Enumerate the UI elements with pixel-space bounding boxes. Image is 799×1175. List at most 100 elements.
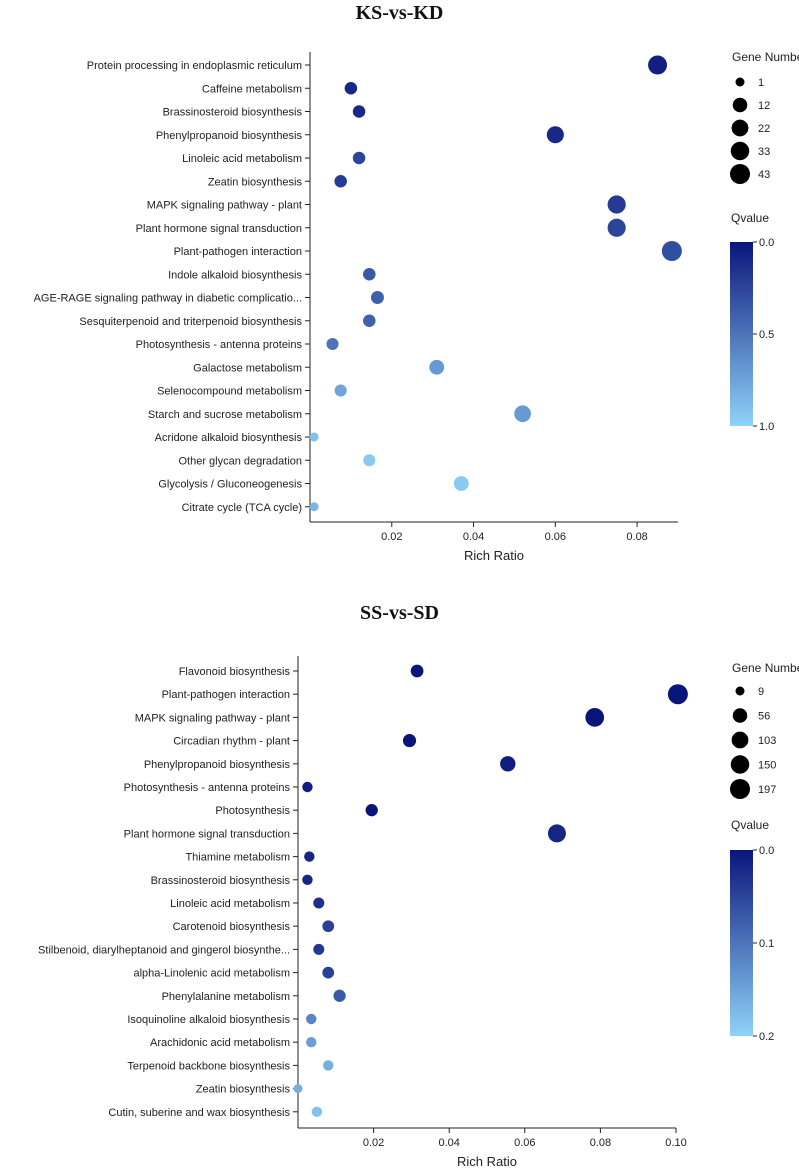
y-tick-label: Other glycan degradation (178, 455, 302, 467)
x-tick-label: 0.04 (438, 1137, 459, 1149)
data-point[interactable] (363, 267, 376, 281)
data-point[interactable] (306, 1036, 317, 1048)
y-tick-label: Selenocompound metabolism (157, 386, 302, 398)
data-point[interactable] (500, 756, 516, 772)
size-legend-title: Gene Number (732, 50, 799, 64)
data-point[interactable] (661, 241, 682, 261)
data-point[interactable] (309, 502, 319, 512)
ks-vs-kd-bubble-chart: Protein processing in endoplasmic reticu… (34, 50, 799, 563)
size-legend-circle (730, 164, 750, 184)
y-tick-label: Protein processing in endoplasmic reticu… (87, 60, 302, 72)
size-legend-circle (735, 686, 745, 696)
data-point[interactable] (293, 1084, 303, 1094)
data-point[interactable] (363, 314, 376, 328)
data-point[interactable] (607, 195, 626, 214)
chart-title: SS-vs-SD (360, 602, 439, 624)
size-legend-label: 43 (758, 169, 770, 181)
data-point[interactable] (352, 151, 366, 165)
ss-vs-sd-bubble-chart: Flavonoid biosynthesis Plant-pathogen int… (38, 656, 799, 1169)
y-tick-label: alpha-Linolenic acid metabolism (133, 968, 290, 980)
y-tick-label: Acridone alkaloid biosynthesis (155, 432, 303, 444)
data-point[interactable] (402, 734, 417, 748)
y-tick-label: Plant-pathogen interaction (174, 246, 302, 258)
y-tick-label: Zeatin biosynthesis (196, 1084, 291, 1096)
color-legend-title: Qvalue (731, 211, 769, 225)
y-tick-label: Citrate cycle (TCA cycle) (182, 502, 302, 514)
data-point[interactable] (546, 126, 564, 144)
data-point[interactable] (363, 454, 376, 467)
size-legend-title: Gene Number (732, 661, 799, 675)
data-point[interactable] (309, 432, 319, 442)
y-tick-label: Stilbenoid, diarylheptanoid and gingerol… (38, 944, 290, 956)
y-tick-label: Thiamine metabolism (185, 852, 290, 864)
data-point[interactable] (344, 81, 358, 95)
y-tick-label: Carotenoid biosynthesis (173, 921, 291, 933)
y-tick-label: Plant hormone signal transduction (136, 223, 302, 235)
size-legend-label: 56 (758, 711, 770, 723)
x-tick-label: 0.08 (626, 531, 647, 543)
data-point[interactable] (352, 105, 366, 118)
size-legend-circle (731, 119, 749, 137)
y-tick-label: Caffeine metabolism (202, 83, 302, 95)
data-point[interactable] (453, 476, 469, 491)
x-tick-label: 0.10 (665, 1137, 686, 1149)
y-tick-label: MAPK signaling pathway - plant (135, 712, 290, 724)
data-point[interactable] (585, 708, 605, 727)
data-point[interactable] (370, 291, 384, 304)
y-tick-label: AGE-RAGE signaling pathway in diabetic c… (34, 293, 302, 305)
data-point[interactable] (667, 684, 688, 705)
y-tick-label: Linoleic acid metabolism (170, 898, 290, 910)
data-point[interactable] (304, 851, 315, 862)
y-tick-label: Arachidonic acid metabolism (150, 1037, 290, 1049)
size-legend-circle (735, 77, 745, 87)
y-tick-label: Circadian rhythm - plant (173, 736, 290, 748)
y-tick-label: Brassinosteroid biosynthesis (151, 875, 291, 887)
data-point[interactable] (311, 1106, 323, 1118)
x-axis-label: Rich Ratio (457, 1154, 517, 1169)
ks-vs-kd-figure: KS-vs-KD Protein processing in endoplasm… (0, 0, 799, 580)
data-point[interactable] (323, 1060, 334, 1071)
y-tick-label: Phenylpropanoid biosynthesis (144, 759, 291, 771)
data-point[interactable] (333, 989, 346, 1002)
chart-title: KS-vs-KD (355, 2, 444, 24)
size-legend-circle (732, 97, 748, 113)
y-tick-label: Brassinosteroid biosynthesis (163, 107, 303, 119)
y-tick-label: Indole alkaloid biosynthesis (168, 269, 302, 281)
size-legend-label: 1 (758, 77, 764, 89)
y-tick-label: Plant-pathogen interaction (162, 689, 290, 701)
y-tick-label: Glycolysis / Gluconeogenesis (158, 479, 302, 491)
data-point[interactable] (306, 1013, 317, 1025)
data-point[interactable] (322, 920, 335, 933)
size-legend-label: 103 (758, 735, 776, 747)
x-tick-label: 0.02 (363, 1137, 384, 1149)
data-point[interactable] (313, 897, 325, 909)
size-legend-circle (730, 755, 750, 774)
y-tick-label: Phenylpropanoid biosynthesis (156, 130, 303, 142)
y-tick-label: Plant hormone signal transduction (124, 828, 290, 840)
data-point[interactable] (302, 781, 313, 793)
y-tick-label: Sesquiterpenoid and triterpenoid biosynt… (79, 316, 302, 328)
x-tick-label: 0.06 (514, 1137, 535, 1149)
y-tick-label: Terpenoid backbone biosynthesis (127, 1060, 290, 1072)
data-point[interactable] (648, 55, 668, 75)
y-tick-label: Zeatin biosynthesis (208, 176, 303, 188)
data-point[interactable] (326, 337, 339, 351)
data-point[interactable] (429, 359, 445, 375)
data-point[interactable] (302, 874, 313, 886)
data-point[interactable] (514, 405, 531, 423)
data-point[interactable] (410, 664, 424, 678)
y-tick-label: Photosynthesis - antenna proteins (124, 782, 291, 794)
color-legend-bar (730, 850, 753, 1036)
data-point[interactable] (607, 218, 626, 237)
y-tick-label: Starch and sucrose metabolism (148, 409, 302, 421)
data-point[interactable] (547, 824, 566, 843)
data-point[interactable] (334, 174, 347, 188)
data-point[interactable] (322, 966, 335, 979)
color-legend-label: 0.0 (759, 845, 774, 857)
data-point[interactable] (334, 384, 347, 397)
x-tick-label: 0.08 (590, 1137, 611, 1149)
data-point[interactable] (313, 943, 325, 955)
y-tick-label: Flavonoid biosynthesis (179, 666, 291, 678)
data-point[interactable] (365, 804, 378, 817)
y-tick-label: Isoquinoline alkaloid biosynthesis (127, 1014, 290, 1026)
